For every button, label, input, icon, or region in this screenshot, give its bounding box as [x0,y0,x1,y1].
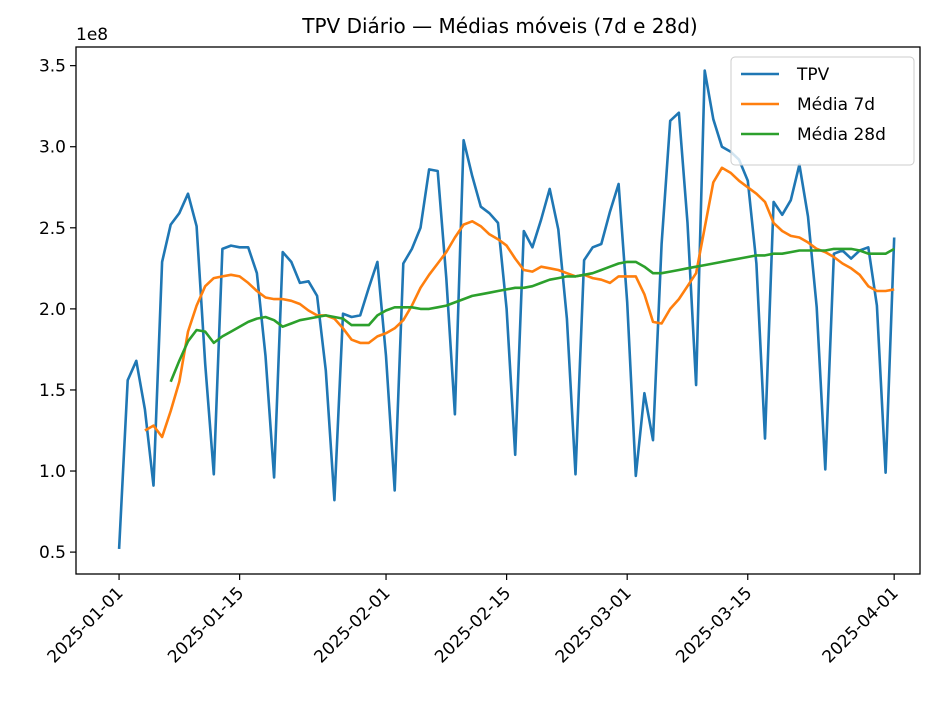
legend-box [730,56,915,166]
series-line-1 [144,166,895,439]
legend-label: Média 7d [797,95,875,115]
y-tick-label: 2.5 [39,219,66,239]
legend-label: TPV [796,65,830,85]
series-line-0 [117,69,896,549]
legend-label: Média 28d [797,125,886,145]
series-line-2 [169,247,895,383]
y-tick-label: 1.5 [39,381,66,401]
plot-frame [75,46,921,575]
y-offset-label: 1e8 [76,25,108,45]
y-axis: 0.5 1.0 1.5 2.0 2.5 3.0 3.5 [39,57,76,563]
chart-title: TPV Diário — Médias móveis (7d e 28d) [301,14,698,38]
y-tick-label: 3.5 [39,57,66,77]
y-tick-label: 1.0 [39,462,66,482]
y-tick-label: 2.0 [39,300,66,320]
legend: TPV Média 7d Média 28d [730,56,915,166]
series-layer [117,69,896,549]
y-tick-label: 3.0 [39,138,66,158]
y-tick-label: 0.5 [39,543,66,563]
